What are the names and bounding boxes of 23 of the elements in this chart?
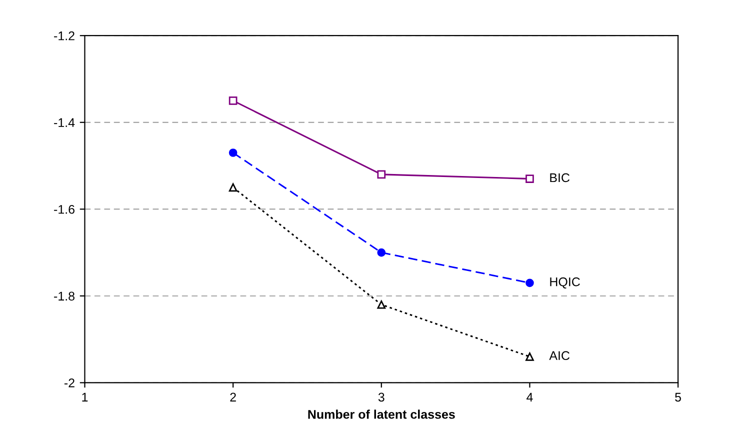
point [377, 300, 386, 309]
x-axis-title: Number of latent classes [308, 410, 455, 419]
x-tick-label: 4 [526, 392, 533, 402]
series-label: BIC [550, 173, 570, 182]
point [228, 183, 238, 192]
point [526, 174, 534, 183]
x-tick-label: 1 [82, 392, 88, 402]
point [526, 352, 534, 361]
series-label: HQIC [550, 277, 580, 288]
y-tick-label: -1.6 [54, 204, 74, 214]
series-label: AIC [549, 351, 570, 360]
x-tick-label: 2 [230, 392, 236, 402]
point [526, 278, 534, 288]
y-tick-label: -2 [64, 378, 74, 388]
y-tick-label: -1.4 [54, 118, 75, 127]
point [377, 170, 386, 179]
x-tick-label: 5 [675, 392, 681, 402]
point [377, 248, 386, 257]
point [228, 96, 238, 105]
y-tick-label: -1.2 [54, 31, 74, 40]
x-tick-label: 3 [378, 392, 384, 402]
point [228, 148, 238, 157]
y-tick-label: -1.8 [54, 292, 74, 301]
